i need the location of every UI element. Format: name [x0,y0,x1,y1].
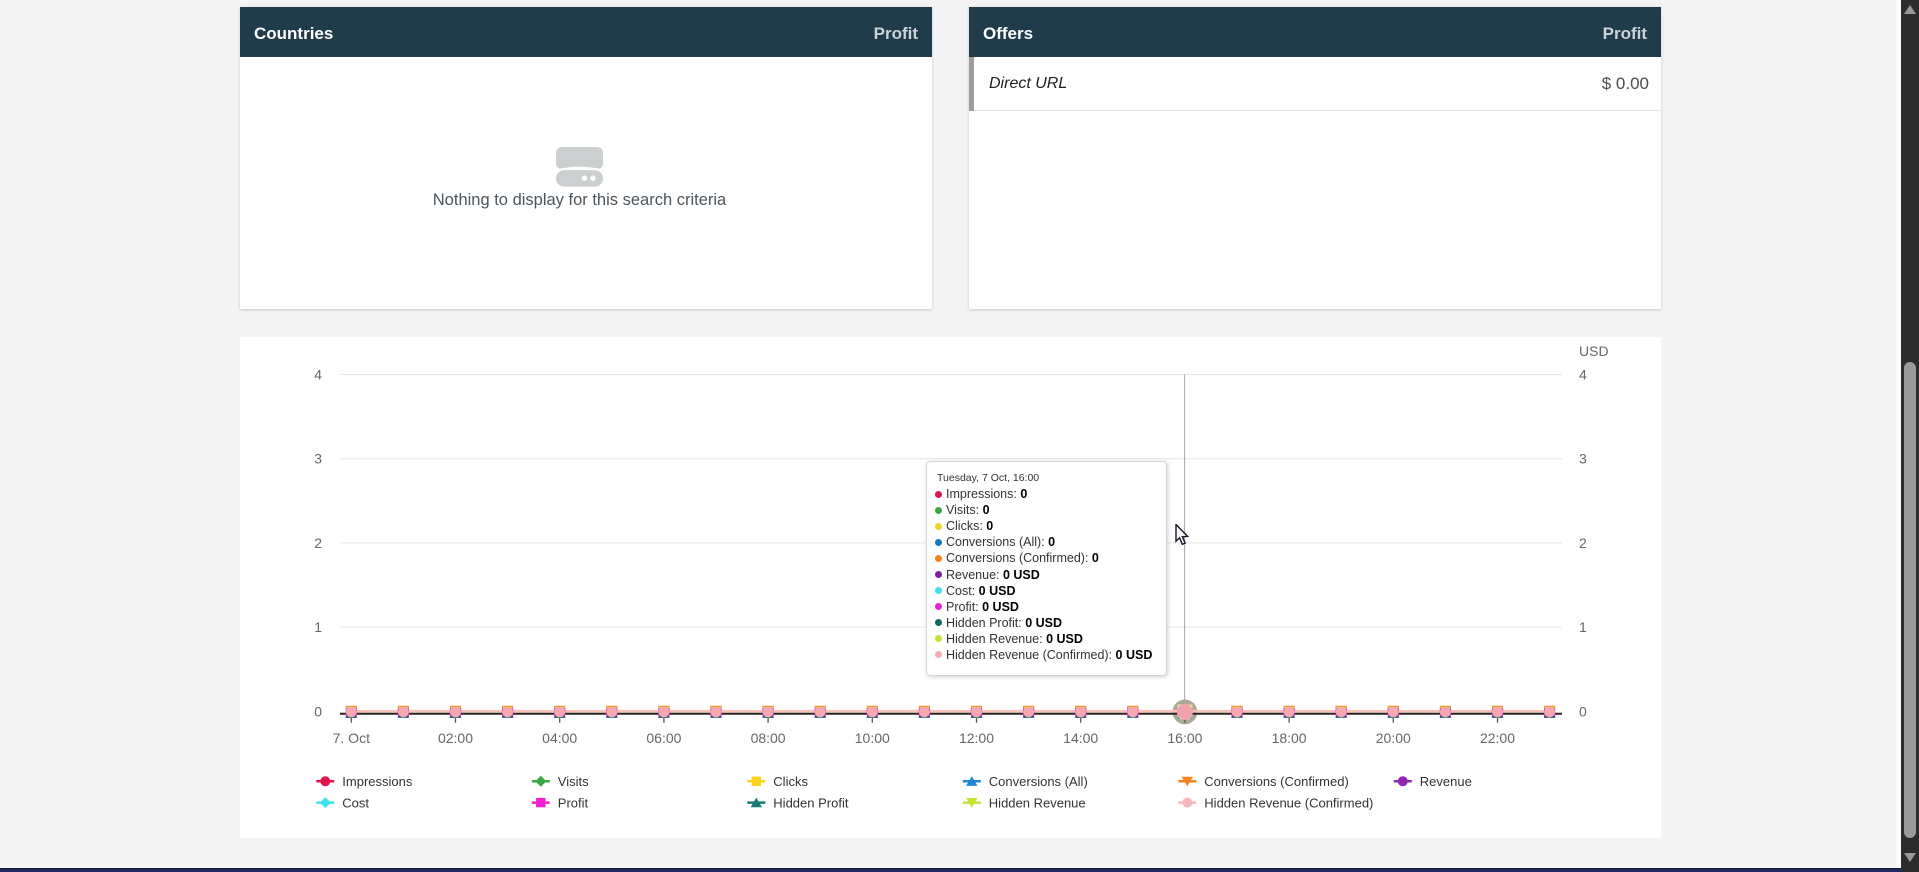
svg-text:20:00: 20:00 [1376,730,1411,746]
svg-text:0: 0 [1579,703,1587,719]
svg-text:08:00: 08:00 [751,730,786,746]
svg-text:0: 0 [314,703,322,719]
svg-text:Conversions (Confirmed): Conversions (Confirmed) [1204,774,1349,789]
svg-text:16:00: 16:00 [1167,730,1202,746]
svg-text:Conversions (All): Conversions (All) [989,774,1088,789]
svg-text:18:00: 18:00 [1272,730,1307,746]
svg-text:Clicks: Clicks [773,774,808,789]
svg-text:22:00: 22:00 [1480,730,1515,746]
svg-text:4: 4 [314,367,322,383]
svg-text:04:00: 04:00 [542,730,577,746]
svg-text:Hidden Profit: Hidden Profit [773,795,849,810]
svg-text:Profit: Profit [558,795,589,810]
svg-text:Hidden Revenue (Confirmed): Hidden Revenue (Confirmed) [1204,795,1373,810]
svg-text:Impressions: Impressions [342,774,413,789]
svg-text:12:00: 12:00 [959,730,994,746]
svg-text:2: 2 [1579,535,1587,551]
svg-text:7. Oct: 7. Oct [333,730,370,746]
svg-text:Cost: Cost [342,795,369,810]
svg-text:Revenue: Revenue [1420,774,1472,789]
svg-text:USD: USD [1579,343,1609,359]
svg-text:4: 4 [1579,367,1587,383]
svg-text:2: 2 [314,535,322,551]
svg-text:10:00: 10:00 [855,730,890,746]
svg-text:14:00: 14:00 [1063,730,1098,746]
svg-text:3: 3 [1579,451,1587,467]
svg-text:3: 3 [314,451,322,467]
svg-text:06:00: 06:00 [646,730,681,746]
svg-text:1: 1 [314,619,322,635]
svg-text:Visits: Visits [558,774,589,789]
svg-text:Hidden Revenue: Hidden Revenue [989,795,1086,810]
svg-text:02:00: 02:00 [438,730,473,746]
svg-text:1: 1 [1579,619,1587,635]
